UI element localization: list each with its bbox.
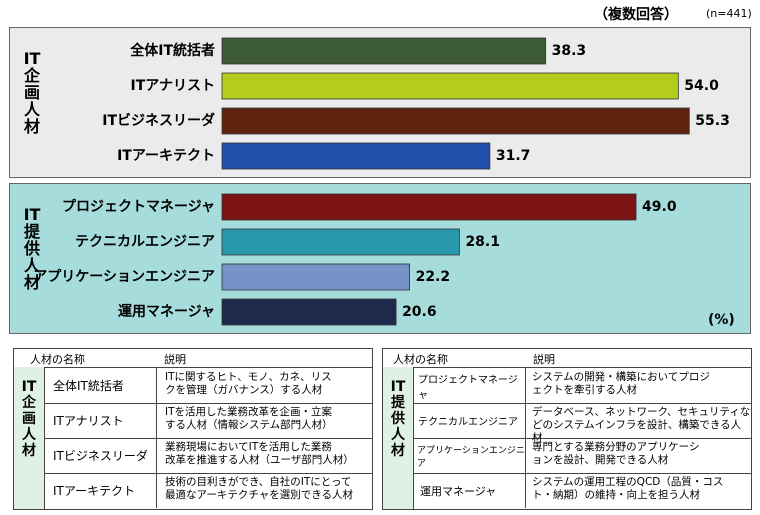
table-header: 人材の名称 説明: [383, 349, 751, 368]
row-description-line: 専門とする業務分野のアプリケーシ: [532, 441, 700, 453]
table-side-label: IT企画人材: [14, 367, 45, 509]
table-row: プロジェクトマネージャ システムの開発・構築においてプロジ ェクトを牽引する人材: [414, 368, 751, 404]
row-description: ITに関するヒト、モノ、カネ、リス クを管理（ガバナンス）する人材: [165, 371, 332, 397]
value-label: 49.0: [642, 199, 677, 215]
sample-size-note: (n=441): [706, 7, 752, 20]
row-description-line: ITに関するヒト、モノ、カネ、リス: [165, 371, 332, 383]
row-description-line: 最適なアーキテクチャを選別できる人材: [165, 489, 354, 501]
value-label: 55.3: [695, 113, 730, 129]
bar: [221, 228, 460, 256]
category-label: プロジェクトマネージャ: [61, 199, 215, 215]
row-description: データベース、ネットワーク、セキュリティな どのシステムインフラを設計、構築できる…: [532, 406, 751, 445]
bar: [221, 142, 491, 170]
header-description: 説明: [164, 353, 186, 366]
category-label: 全体IT統括者: [130, 43, 215, 59]
row-description-line: ITを活用した業務改革を企画・立案: [165, 406, 333, 418]
header-name: 人材の名称: [393, 353, 448, 366]
bar: [221, 107, 690, 135]
table-side-label: IT提供人材: [383, 367, 414, 509]
row-name: ITアナリスト: [45, 403, 157, 438]
row-name: 全体IT統括者: [45, 368, 157, 403]
row-description: 技術の目利きができ、自社のITにとって 最適なアーキテクチャを選別できる人材: [165, 476, 353, 502]
row-name: 運用マネージャ: [414, 473, 526, 508]
side-label-text: IT提供人材: [390, 379, 406, 459]
row-name: プロジェクトマネージャ: [414, 368, 526, 403]
bar: [221, 72, 679, 100]
row-name: アプリケーションエンジニア: [414, 438, 526, 473]
it-provision-table: 人材の名称 説明 IT提供人材 プロジェクトマネージャ システムの開発・構築にお…: [382, 348, 752, 510]
row-description: 専門とする業務分野のアプリケーシ ョンを設計、開発できる人材: [532, 441, 699, 467]
table-row: ITアーキテクト 技術の目利きができ、自社のITにとって 最適なアーキテクチャを選…: [45, 473, 372, 508]
header-name: 人材の名称: [30, 353, 85, 366]
row-name: テクニカルエンジニア: [414, 403, 526, 438]
table-row: テクニカルエンジニア データベース、ネットワーク、セキュリティな どのシステムイン…: [414, 403, 751, 444]
category-label: 運用マネージャ: [117, 304, 215, 320]
row-description-line: 技術の目利きができ、自社のITにとって: [165, 476, 352, 488]
unit-label: (%): [708, 312, 735, 328]
bar: [221, 37, 547, 65]
category-label: テクニカルエンジニア: [75, 234, 215, 250]
table-row: アプリケーションエンジニア 専門とする業務分野のアプリケーシ ョンを設計、開発でき…: [414, 438, 751, 474]
it-planning-group-label: IT企画人材: [23, 49, 41, 136]
table-row: ITビジネスリーダ 業務現場においてITを活用した業務 改革を推進する人材（ユーザ…: [45, 438, 372, 474]
multiple-answer-note: （複数回答）: [594, 7, 678, 23]
row-description-line: データベース、ネットワーク、セキュリティな: [532, 406, 751, 418]
it-planning-table: 人材の名称 説明 IT企画人材 全体IT統括者 ITに関するヒト、モノ、カネ、リ…: [13, 348, 373, 510]
row-description-line: ョンを設計、開発できる人材: [532, 454, 669, 466]
category-label: アプリケーションエンジニア: [33, 269, 215, 285]
table-row: 全体IT統括者 ITに関するヒト、モノ、カネ、リス クを管理（ガバナンス）する人材: [45, 368, 372, 404]
row-description-line: ト・納期）の維持・向上を担う人材: [532, 489, 700, 501]
row-description-line: ェクトを牽引する人材: [532, 384, 637, 396]
row-description-line: システムの運用工程のQCD（品質・コス: [532, 476, 724, 488]
value-label: 28.1: [465, 234, 500, 250]
bar: [221, 298, 397, 326]
row-description-line: する人材（情報システム部門人材）: [165, 419, 333, 431]
row-description: 業務現場においてITを活用した業務 改革を推進する人材（ユーザ部門人材）: [165, 441, 354, 467]
category-label: ITアーキテクト: [117, 148, 215, 164]
category-label: ITビジネスリーダ: [102, 113, 215, 129]
it-provision-group-label: IT提供人材: [23, 205, 41, 292]
header-description: 説明: [533, 353, 555, 366]
value-label: 20.6: [402, 304, 437, 320]
table-header: 人材の名称 説明: [14, 349, 372, 368]
row-description-line: クを管理（ガバナンス）する人材: [165, 384, 323, 396]
category-label: ITアナリスト: [130, 78, 215, 94]
row-description-line: どのシステムインフラを設計、構築できる人材: [532, 419, 742, 444]
bar: [221, 193, 637, 221]
table-row: ITアナリスト ITを活用した業務改革を企画・立案 する人材（情報システム部門人材…: [45, 403, 372, 439]
value-label: 22.2: [415, 269, 451, 285]
value-label: 38.3: [551, 43, 587, 59]
value-label: 31.7: [495, 148, 531, 164]
row-description: システムの運用工程のQCD（品質・コス ト・納期）の維持・向上を担う人材: [532, 476, 723, 502]
row-name: ITアーキテクト: [45, 473, 157, 508]
bar-chart: [221, 37, 690, 326]
row-description-line: 業務現場においてITを活用した業務: [165, 441, 332, 453]
table-row: 運用マネージャ システムの運用工程のQCD（品質・コス ト・納期）の維持・向上を担…: [414, 473, 751, 508]
row-description: システムの開発・構築においてプロジ ェクトを牽引する人材: [532, 371, 710, 397]
row-description-line: 改革を推進する人材（ユーザ部門人材）: [165, 454, 354, 466]
row-description: ITを活用した業務改革を企画・立案 する人材（情報システム部門人材）: [165, 406, 333, 432]
side-label-text: IT企画人材: [21, 379, 37, 459]
row-name: ITビジネスリーダ: [45, 438, 157, 473]
value-label: 54.0: [684, 78, 719, 94]
bar: [221, 263, 410, 291]
row-description-line: システムの開発・構築においてプロジ: [532, 371, 710, 383]
